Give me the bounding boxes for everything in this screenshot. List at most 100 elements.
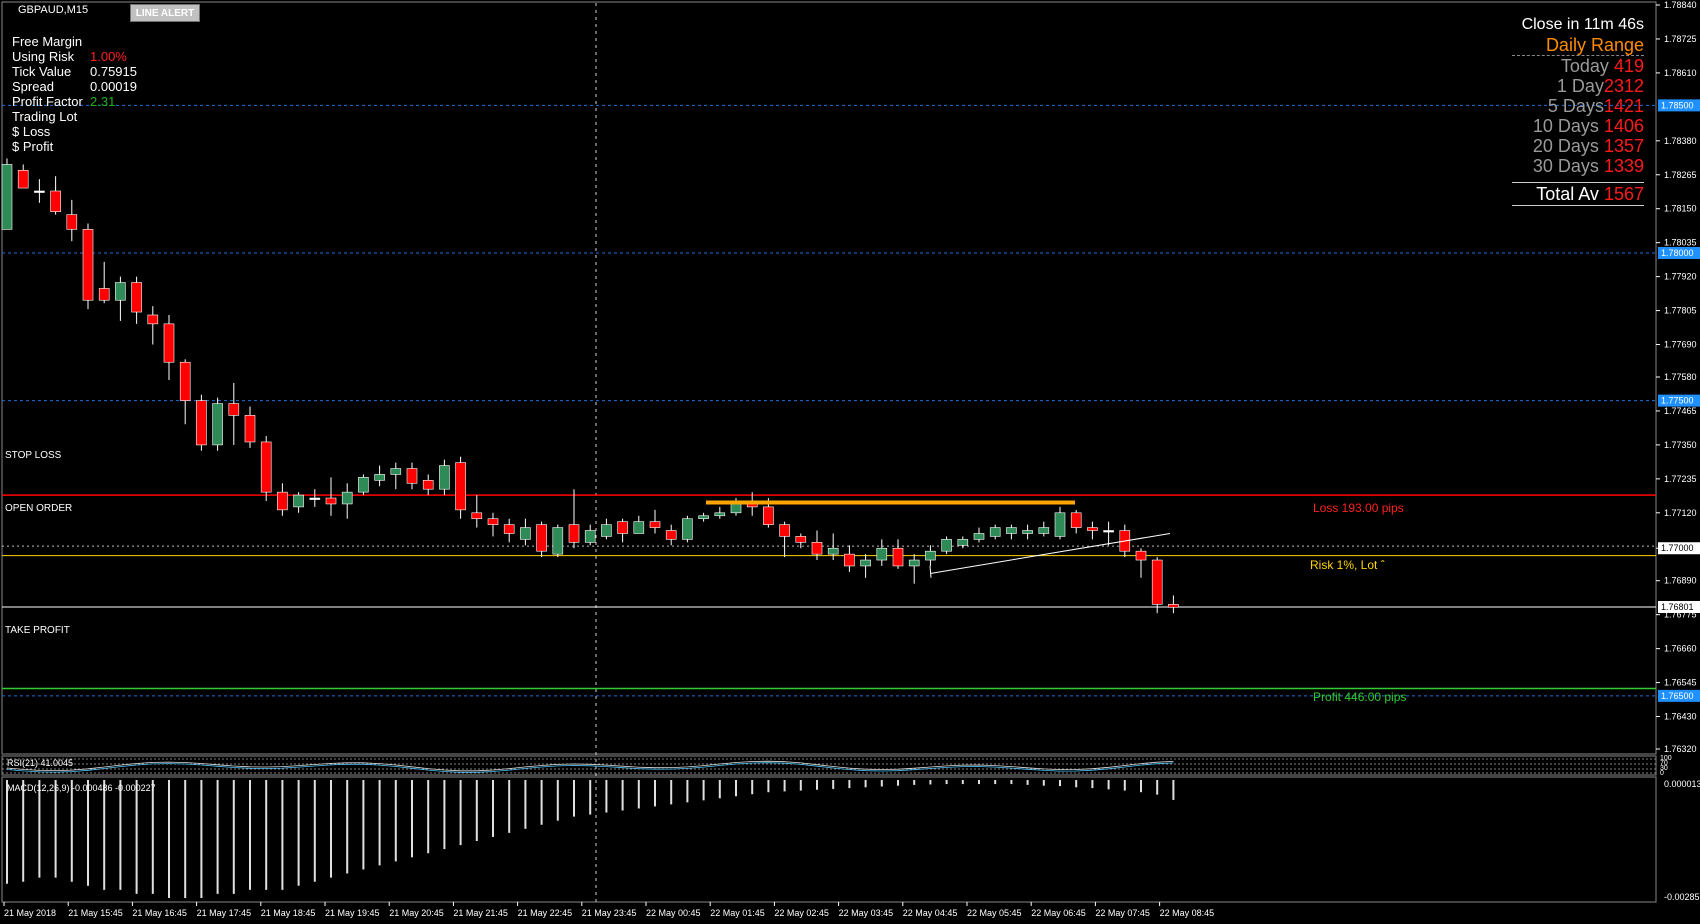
info-row-loss: $ Loss	[12, 124, 137, 139]
candle-body	[811, 542, 823, 555]
candle-body	[665, 530, 677, 540]
price-tick-label: 1.77350	[1664, 440, 1697, 450]
price-tick-label: 1.76545	[1664, 678, 1697, 688]
candle-body	[1103, 530, 1114, 533]
daily-range-title: Daily Range	[1512, 35, 1644, 56]
daily-range-panel: Close in 11m 46s Daily Range Today 419 1…	[1512, 15, 1644, 206]
info-label: Spread	[12, 79, 54, 94]
price-tag-label: 1.77000	[1661, 543, 1694, 553]
candle-body	[682, 518, 693, 540]
range-value: 1339	[1603, 156, 1644, 176]
price-tick-label: 1.77690	[1664, 340, 1697, 350]
price-tick-label: 1.78035	[1664, 238, 1697, 248]
price-tick-label: 1.77920	[1664, 272, 1697, 282]
rsi-signal-line	[6, 762, 1174, 773]
candle-body	[309, 497, 321, 500]
candle-body	[827, 547, 839, 555]
candle-body	[989, 527, 1001, 537]
candle-body	[260, 441, 272, 493]
candle-body	[471, 512, 483, 520]
range-value: 1406	[1603, 116, 1644, 136]
time-tick-label: 21 May 23:45	[582, 908, 637, 918]
time-tick-label: 21 May 19:45	[325, 908, 380, 918]
price-tick-label: 1.77805	[1664, 306, 1697, 316]
candle-body	[179, 361, 191, 401]
candle-body	[244, 415, 256, 443]
candle-body	[876, 547, 888, 561]
range-value: 1357	[1603, 136, 1644, 156]
rsi-tick: 100	[1660, 755, 1672, 762]
time-tick-label: 22 May 03:45	[839, 908, 894, 918]
info-row-free-margin: Free Margin	[12, 34, 137, 49]
line-alert-button[interactable]: LINE ALERT	[130, 4, 200, 22]
rsi-axis: 100 70 30 0	[1660, 755, 1672, 777]
price-tick-label: 1.78380	[1664, 136, 1697, 146]
time-tick-label: 22 May 08:45	[1160, 908, 1215, 918]
price-tag-label: 1.76801	[1661, 602, 1694, 612]
price-tick-label: 1.78265	[1664, 170, 1697, 180]
candle-body	[617, 521, 628, 534]
candle-body	[973, 533, 985, 540]
price-tag	[1658, 600, 1700, 613]
time-tick-label: 22 May 07:45	[1095, 908, 1150, 918]
candle-body	[698, 515, 709, 520]
time-tick-label: 21 May 21:45	[453, 908, 508, 918]
price-tag-label: 1.76500	[1661, 691, 1694, 701]
price-tick-label: 1.78610	[1664, 68, 1697, 78]
candle-body	[795, 536, 807, 543]
candle-body	[374, 474, 385, 481]
range-value: 1421	[1603, 96, 1644, 116]
symbol-label: GBPAUD,M15	[18, 4, 89, 16]
rsi-label: RSI(21) 41.0045	[7, 758, 74, 768]
time-tick-label: 22 May 05:45	[967, 908, 1022, 918]
info-row-profit-factor: Profit Factor 2.31	[12, 94, 137, 109]
candle-body	[17, 170, 29, 189]
candle-body	[228, 403, 240, 416]
candle-body	[1038, 527, 1050, 534]
price-tag	[1658, 542, 1700, 555]
range-label: 20 Days	[1532, 136, 1599, 156]
candle-body	[844, 553, 855, 567]
stop-loss-label: STOP LOSS	[5, 450, 62, 461]
candle-body	[892, 547, 904, 567]
candle-body	[584, 530, 596, 543]
candle-body	[568, 524, 580, 543]
main-pane-frame	[1, 1, 1657, 755]
candle-body	[487, 518, 499, 525]
range-label: 30 Days	[1532, 156, 1599, 176]
candle-body	[212, 403, 223, 446]
range-row-5-days: 5 Days1421	[1512, 96, 1644, 116]
candle-body	[536, 524, 547, 552]
candle-body	[633, 521, 645, 534]
rsi-line	[6, 760, 1174, 772]
macd-pane-frame	[1, 776, 1657, 903]
rsi-tick: 70	[1660, 760, 1668, 767]
range-row-30-days: 30 Days 1339	[1512, 156, 1644, 176]
range-label: 10 Days	[1532, 116, 1599, 136]
candle-body	[82, 229, 94, 301]
range-value: 419	[1613, 56, 1644, 76]
time-tick-label: 22 May 01:45	[710, 908, 765, 918]
candle-body	[277, 491, 288, 511]
risk-lot-text: Risk 1%, Lot ˆ	[1310, 558, 1385, 572]
price-tag-label: 1.78000	[1661, 248, 1694, 258]
range-value: 1567	[1603, 184, 1644, 204]
rsi-tick: 0	[1660, 770, 1664, 777]
candle-body	[941, 539, 952, 552]
macd-axis-bottom: -0.002857	[1664, 892, 1700, 902]
profit-pips-text: Profit 446.00 pips	[1313, 690, 1407, 704]
price-tag-label: 1.77500	[1661, 396, 1694, 406]
info-row-using-risk: Using Risk 1.00%	[12, 49, 137, 64]
range-label: 1 Day	[1556, 76, 1604, 96]
info-value: 2.31	[90, 94, 116, 109]
candle-body	[763, 506, 774, 525]
candle-body	[50, 190, 61, 212]
price-tick-label: 1.76320	[1664, 744, 1697, 754]
macd-axis-top: 0.000013	[1664, 779, 1700, 789]
candle-body	[34, 190, 45, 193]
time-tick-label: 22 May 02:45	[774, 908, 829, 918]
info-label: Tick Value	[12, 64, 72, 79]
candle-body	[406, 468, 418, 484]
time-tick-label: 21 May 2018	[4, 908, 56, 918]
